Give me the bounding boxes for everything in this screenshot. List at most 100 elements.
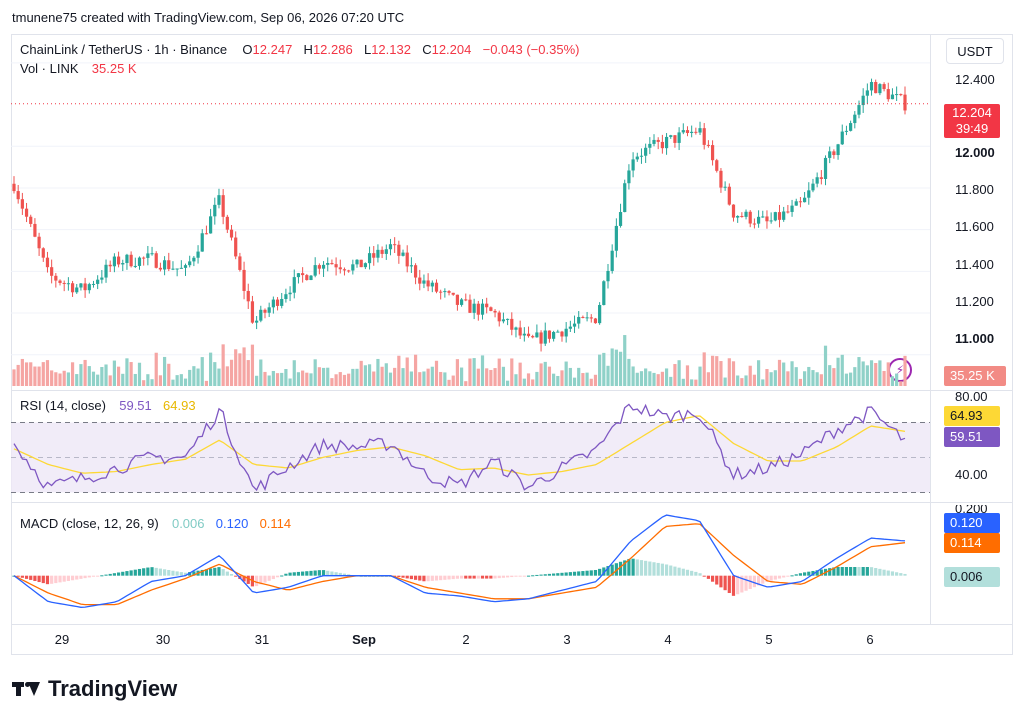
- currency-unit-button[interactable]: USDT: [946, 38, 1004, 64]
- volume-bar: [878, 360, 882, 386]
- price-tick: 11.800: [955, 182, 994, 197]
- candle-body: [773, 212, 777, 221]
- candle-body: [334, 264, 338, 268]
- price-axis-separator: [930, 34, 931, 624]
- volume-bar: [639, 371, 644, 386]
- volume-bar: [154, 352, 158, 386]
- candle-body: [514, 327, 518, 330]
- macd-histogram-bar: [171, 570, 175, 576]
- candle-body: [121, 263, 125, 265]
- volume-bar: [468, 358, 472, 386]
- candle-body: [715, 160, 719, 171]
- candle-body: [434, 282, 439, 292]
- candle-body: [409, 265, 413, 267]
- volume-bar: [16, 364, 20, 386]
- candle-body: [756, 216, 761, 224]
- macd-histogram-bar: [284, 573, 288, 576]
- macd-histogram-bar: [66, 575, 70, 581]
- macd-histogram-bar: [497, 575, 501, 579]
- candle-body: [397, 244, 401, 256]
- candle-body: [62, 282, 66, 284]
- macd-histogram-bar: [116, 572, 121, 576]
- macd-histogram-bar: [33, 575, 37, 581]
- macd-histogram-bar: [531, 575, 535, 577]
- volume-bar: [836, 357, 840, 386]
- candle-body: [309, 275, 313, 281]
- chart-credit: tmunene75 created with TradingView.com, …: [12, 10, 405, 25]
- volume-bar: [861, 361, 865, 386]
- volume-bar: [24, 362, 29, 386]
- volume-bar: [229, 359, 234, 386]
- candle-body: [284, 294, 288, 300]
- volume-label[interactable]: Vol · LINK: [20, 61, 79, 76]
- macd-histogram-bar: [761, 575, 765, 584]
- macd-histogram-bar: [179, 572, 183, 576]
- macd-histogram-bar: [468, 575, 472, 579]
- macd-histogram-bar: [807, 571, 811, 576]
- symbol-title[interactable]: ChainLink / TetherUS · 1h · Binance: [20, 42, 228, 57]
- pane-separator-macd[interactable]: [11, 502, 1013, 503]
- volume-bar: [790, 361, 794, 386]
- rsi-title[interactable]: RSI (14, close): [20, 398, 106, 413]
- macd-histogram-bar: [317, 570, 321, 576]
- volume-bar: [83, 359, 87, 386]
- volume-bar: [560, 370, 564, 386]
- macd-histogram-bar: [146, 567, 150, 576]
- candle-body: [83, 283, 87, 291]
- volume-bar: [736, 375, 740, 386]
- pane-separator-rsi[interactable]: [11, 390, 1013, 391]
- candle-body: [497, 312, 501, 322]
- rsi-line: [13, 403, 906, 492]
- candle-body: [639, 155, 644, 157]
- macd-histogram-bar: [828, 568, 832, 576]
- macd-title[interactable]: MACD (close, 12, 26, 9): [20, 516, 159, 531]
- macd-histogram-bar: [539, 574, 543, 576]
- candle-body: [150, 253, 154, 255]
- candle-body: [87, 284, 91, 291]
- volume-bar: [744, 375, 748, 386]
- volume-bar: [380, 366, 384, 386]
- candle-body: [418, 277, 422, 284]
- candle-body: [723, 186, 727, 188]
- volume-bar: [631, 366, 635, 386]
- volume-bar: [610, 348, 614, 386]
- volume-bar: [347, 373, 351, 386]
- candle-body: [75, 287, 79, 293]
- volume-bar: [627, 358, 631, 386]
- macd-histogram-bar: [681, 568, 685, 576]
- macd-hist-legend-value: 0.006: [171, 516, 205, 531]
- volume-bar: [12, 369, 16, 386]
- candle-body: [740, 215, 744, 217]
- macd-histogram-bar: [100, 575, 104, 577]
- volume-bar: [112, 360, 116, 386]
- candle-body: [188, 261, 192, 266]
- candle-body: [731, 204, 736, 218]
- macd-histogram-bar: [660, 563, 664, 576]
- volume-bar: [401, 368, 405, 386]
- macd-histogram-bar: [221, 569, 225, 576]
- candle-body: [677, 132, 681, 143]
- macd-histogram-bar: [280, 575, 284, 577]
- candle-body: [45, 257, 50, 268]
- macd-histogram-bar: [865, 567, 869, 576]
- volume-bar: [472, 358, 476, 386]
- volume-bar: [510, 358, 514, 386]
- volume-bar: [62, 370, 66, 386]
- candle-body: [275, 299, 280, 306]
- candle-body: [363, 263, 367, 268]
- candle-body: [501, 319, 506, 322]
- candle-body: [108, 264, 112, 267]
- macd-histogram-bar: [773, 575, 777, 580]
- candle-body: [179, 267, 183, 269]
- macd-histogram-bar: [29, 575, 33, 580]
- candle-body: [317, 265, 321, 269]
- macd-histogram-bar: [895, 572, 899, 576]
- candle-body: [585, 317, 589, 319]
- candle-body: [66, 283, 70, 285]
- candle-body: [313, 265, 317, 276]
- volume-bar: [355, 368, 359, 386]
- macd-histogram-bar: [506, 575, 510, 578]
- macd-histogram-bar: [443, 575, 447, 580]
- candle-body: [664, 136, 669, 149]
